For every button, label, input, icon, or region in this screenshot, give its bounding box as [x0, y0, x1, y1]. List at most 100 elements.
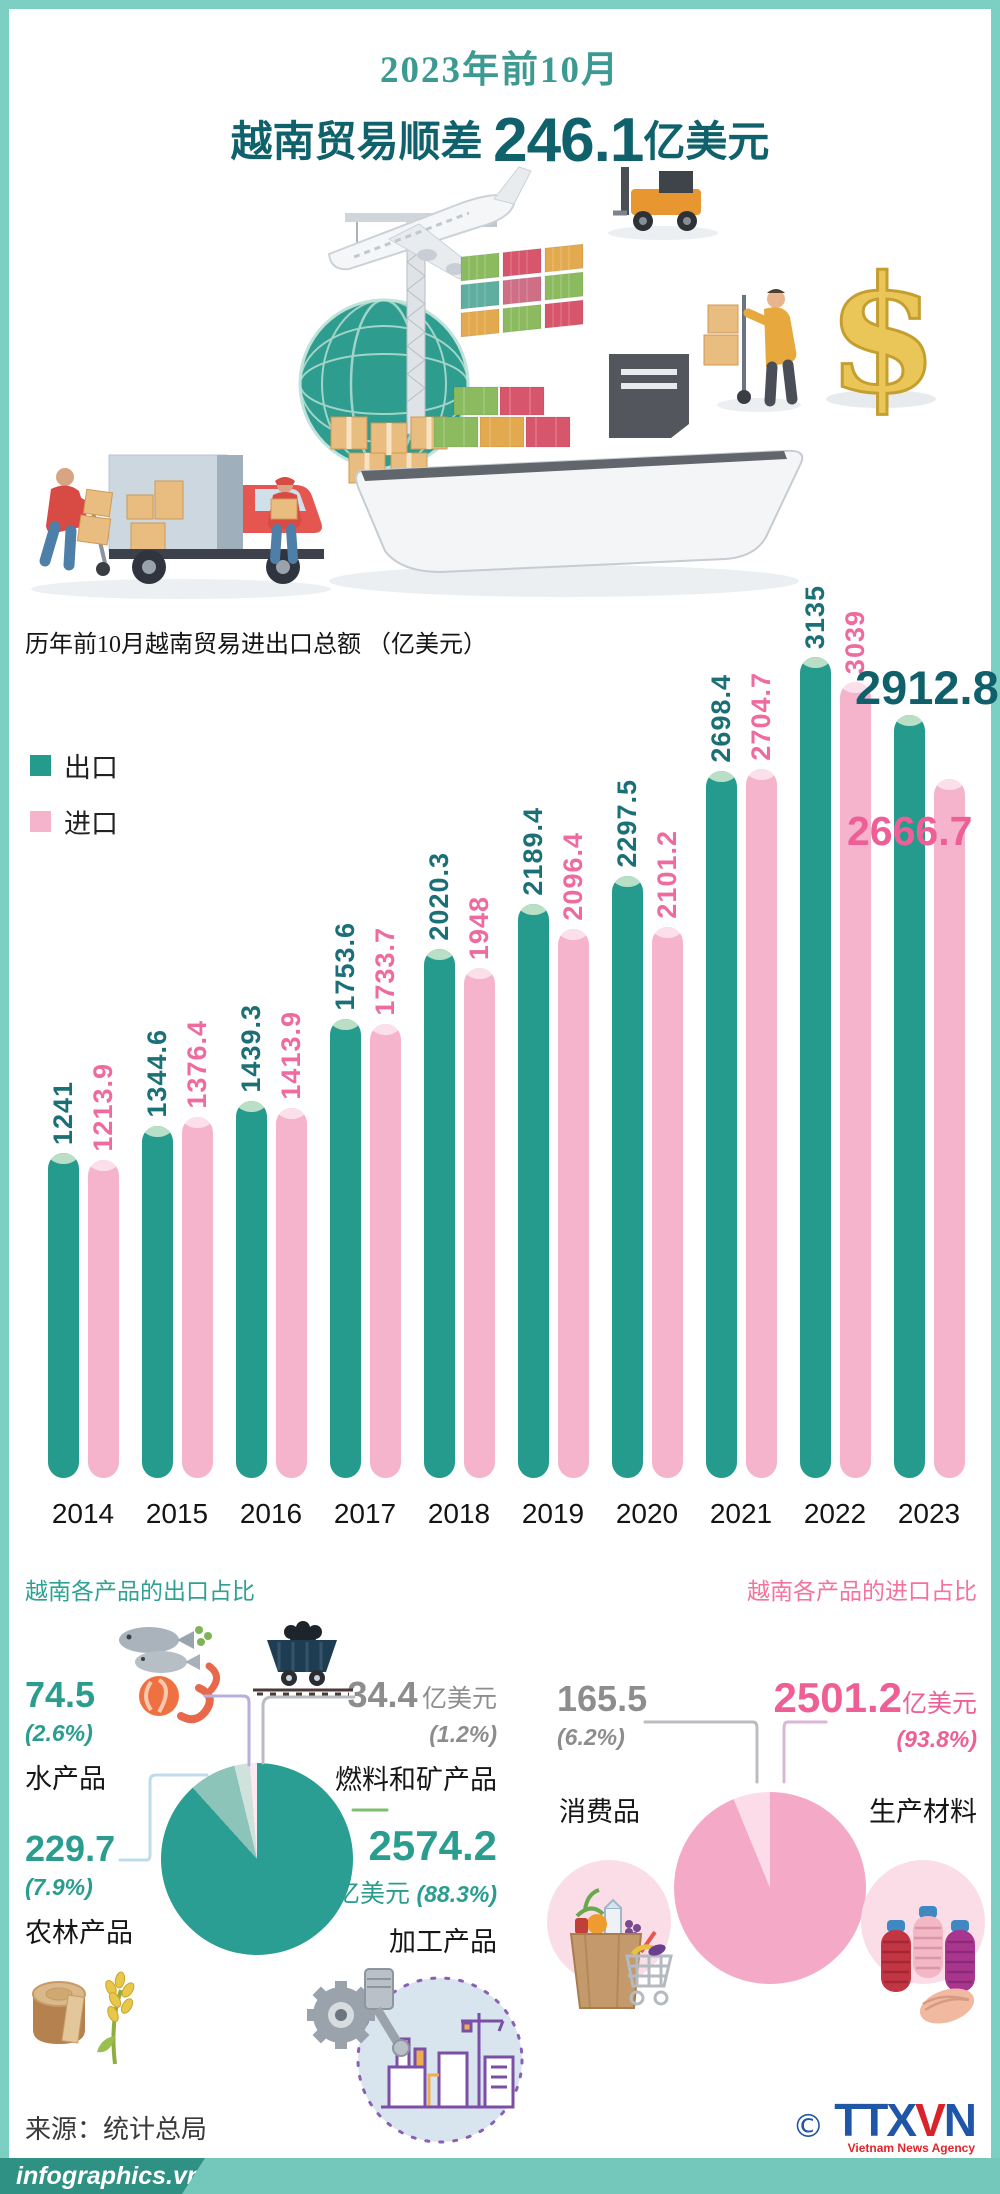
import-slice-materials: 2501.2亿美元 (93.8%) — [773, 1674, 977, 1753]
bar-value-label-进口-2014: 1213.9 — [87, 1063, 118, 1152]
bar-cell-进口-2022: 3039 — [839, 610, 871, 1478]
bar-group-2015: 1344.6 1376.4 — [137, 1020, 217, 1478]
processing-industry-icon — [307, 1968, 524, 2144]
bar-进口-2016 — [275, 1108, 307, 1478]
copyright-symbol: © — [792, 2107, 825, 2145]
fuel-pct: (1.2%) — [429, 1721, 497, 1747]
bar-value-label-出口-2019: 2189.4 — [517, 807, 548, 896]
ttxvn-logo: © TTXVN Vietnam News Agency — [792, 2094, 977, 2155]
highlight-export-2023: 2912.8 — [855, 661, 999, 714]
bar-cell-出口-2019: 2189.4 — [517, 807, 549, 1478]
bar-出口-2023 — [893, 715, 925, 1478]
bar-进口-2018 — [463, 968, 495, 1478]
bar-group-2020: 2297.5 2101.2 — [607, 779, 687, 1478]
bar-进口-2023 — [933, 779, 965, 1478]
wood-rice-icon — [32, 1971, 135, 2065]
import-pie-chart — [674, 1792, 866, 1984]
materials-value: 2501.2 — [773, 1674, 902, 1721]
agency-n: N — [943, 2094, 977, 2146]
legend-export-label: 出口 — [64, 753, 118, 783]
seafood-pct: (2.6%) — [25, 1719, 93, 1746]
export-slice-processed: 2574.2 亿美元 (88.3%) 加工产品 — [289, 1822, 497, 1959]
bar-value-label-进口-2021: 2704.7 — [745, 672, 776, 761]
bars-area: 1241 1213.9 1344.6 1376.4 1439.3 1413.9 1753.6… — [9, 585, 991, 1478]
bar-group-2019: 2189.4 2096.4 — [513, 807, 593, 1478]
seafood-label: 水产品 — [25, 1763, 106, 1794]
bar-出口-2019 — [517, 904, 549, 1478]
processed-value: 2574.2 — [368, 1822, 497, 1869]
coal-cart-icon — [253, 1621, 353, 1696]
bar-value-label-出口-2015: 1344.6 — [141, 1029, 172, 1118]
highlight-import-2023: 2666.7 — [847, 808, 973, 854]
surplus-value: 246.1 — [493, 106, 644, 175]
fuel-value-line: 34.4 亿美元 — [307, 1676, 497, 1715]
bar-出口-2022 — [799, 657, 831, 1478]
pie-section: 越南各产品的出口占比 越南各产品的进口占比 — [9, 1570, 991, 2144]
dollar-icon: $ — [826, 240, 940, 431]
bar-value-label-出口-2016: 1439.3 — [235, 1004, 266, 1093]
bar-cell-进口-2016: 1413.9 — [275, 1011, 307, 1478]
title-line2: 越南贸易顺差 246.1亿美元 — [9, 105, 991, 176]
agri-pct: (7.9%) — [25, 1873, 93, 1900]
bar-value-label-出口-2022: 3135 — [799, 584, 830, 649]
bar-group-2021: 2698.4 2704.7 — [701, 672, 781, 1478]
export-pie-title: 越南各产品的出口占比 — [25, 1579, 255, 1604]
trade-illustration-svg: $ — [31, 166, 940, 599]
bar-进口-2014 — [87, 1160, 119, 1478]
trade-bar-chart: 历年前10月越南贸易进出口总额 （亿美元） 出口 进口 1241 1213.9 13… — [9, 585, 999, 1570]
export-slice-agri: 229.7 (7.9%) 农林产品 — [25, 1830, 133, 1950]
agency-v: V — [915, 2094, 946, 2146]
x-axis-label-2017: 2017 — [333, 1498, 397, 1529]
x-axis-label-2016: 2016 — [239, 1498, 303, 1529]
bar-group-2016: 1439.3 1413.9 — [231, 1004, 311, 1478]
legend-item-import: 进口 — [30, 802, 118, 841]
page-content: 2023年前10月 越南贸易顺差 246.1亿美元 — [9, 9, 999, 2185]
bar-value-label-出口-2021: 2698.4 — [705, 674, 736, 763]
bar-value-label-进口-2018: 1948 — [463, 895, 494, 960]
agri-value: 229.7 — [25, 1828, 116, 1869]
gear-piston-glyph — [307, 1968, 410, 2057]
bar-cell-进口-2017: 1733.7 — [369, 927, 401, 1478]
processed-unit-pct: 亿美元 (88.3%) — [289, 1874, 497, 1910]
cluster-shadow — [329, 565, 799, 597]
export-slice-fuel: 34.4 亿美元 (1.2%) 燃料和矿产品 — [307, 1676, 497, 1797]
bar-出口-2017 — [329, 1019, 361, 1478]
bar-cell-进口-2020: 2101.2 — [651, 830, 683, 1478]
bar-cell-进口-2014: 1213.9 — [87, 1063, 119, 1478]
consumer-pct: (6.2%) — [557, 1723, 625, 1750]
airplane-icon — [327, 166, 532, 280]
agri-label: 农林产品 — [25, 1917, 133, 1948]
x-axis-label-2018: 2018 — [427, 1498, 491, 1529]
bar-出口-2018 — [423, 949, 455, 1478]
agency-ttx: TTX — [834, 2094, 917, 2146]
brand-tab: infographics.vn — [0, 2158, 205, 2194]
title-line2-suffix: 亿美元 — [643, 120, 770, 166]
bar-进口-2019 — [557, 929, 589, 1478]
delivery-truck-scene-icon — [31, 454, 331, 599]
bar-cell-出口-2015: 1344.6 — [141, 1029, 173, 1478]
source-note: 来源：统计总局 — [25, 2115, 208, 2144]
forklift-icon — [608, 167, 718, 240]
bar-value-label-出口-2017: 1753.6 — [329, 922, 360, 1011]
thread-spools-icon — [861, 1860, 985, 2024]
import-swatch-icon — [30, 811, 51, 832]
container-stack-icon — [460, 243, 584, 338]
export-swatch-icon — [30, 755, 51, 776]
chart-legend: 出口 进口 — [30, 746, 118, 858]
materials-pct: (93.8%) — [896, 1726, 977, 1753]
dollar-symbol: $ — [827, 241, 938, 429]
bar-cell-进口-2018: 1948 — [463, 895, 495, 1478]
x-axis: 2014 2015 2016 2017 2018 2019 2020 2021 2022 2023 — [9, 1498, 991, 1538]
materials-value-line: 2501.2亿美元 — [773, 1674, 977, 1721]
bar-value-label-出口-2018: 2020.3 — [423, 852, 454, 941]
worker-trolley-icon — [703, 289, 801, 412]
cargo-ship-icon — [355, 354, 804, 574]
bar-cell-进口-2023 — [933, 779, 965, 1478]
bar-cell-出口-2023 — [893, 715, 925, 1478]
import-pie-title: 越南各产品的进口占比 — [747, 1579, 977, 1604]
bar-cell-出口-2021: 2698.4 — [705, 674, 737, 1478]
processed-label: 加工产品 — [389, 1927, 497, 1958]
bar-进口-2022 — [839, 682, 871, 1478]
bar-value-label-进口-2016: 1413.9 — [275, 1011, 306, 1100]
